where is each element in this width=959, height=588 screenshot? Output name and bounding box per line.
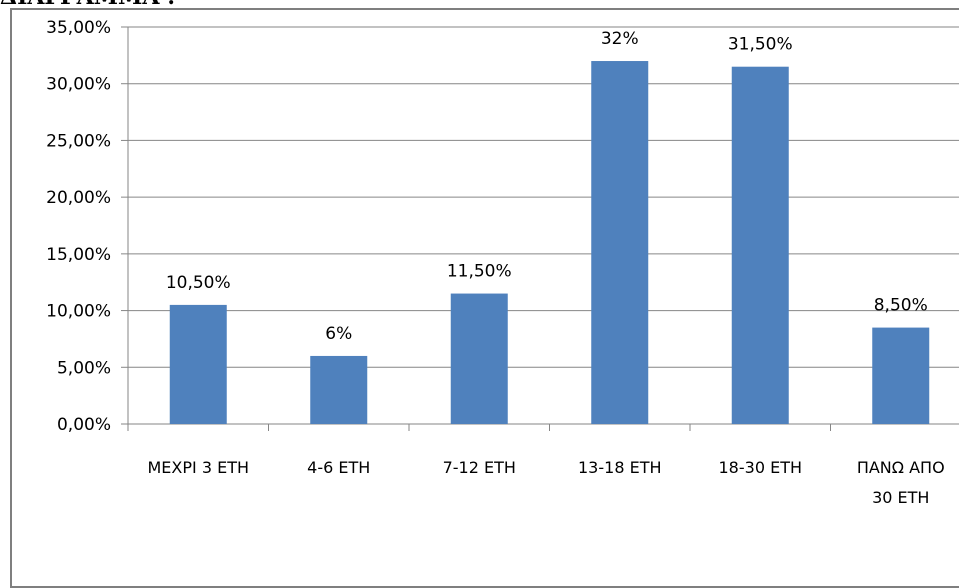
- data-label: 32%: [601, 29, 639, 49]
- gridlines: [128, 26, 959, 368]
- bar: [731, 66, 789, 424]
- data-label: 8,50%: [874, 296, 928, 316]
- x-tick-label: 7-12 ΕΤΗ: [443, 458, 516, 477]
- y-tick-label: 0,00%: [57, 415, 111, 435]
- data-label: 11,50%: [447, 262, 512, 282]
- data-label: 6%: [325, 324, 352, 344]
- y-tick-label: 10,00%: [46, 302, 111, 322]
- chart-title: ΔΙΑΓΡΑΜΜΑ :: [0, 0, 175, 8]
- y-tick-label: 30,00%: [46, 75, 111, 95]
- bar: [872, 327, 930, 424]
- y-tick-label: 15,00%: [46, 245, 111, 265]
- x-tick-label: 18-30 ΕΤΗ: [719, 458, 803, 477]
- axes: [121, 26, 959, 431]
- y-tick-label: 35,00%: [46, 18, 111, 38]
- x-tick-label: 13-18 ΕΤΗ: [578, 458, 662, 477]
- x-tick-label: 30 ΕΤΗ: [872, 488, 929, 507]
- y-tick-label: 20,00%: [46, 188, 111, 208]
- y-tick-label: 5,00%: [57, 358, 111, 378]
- bar: [450, 293, 508, 424]
- bars: [169, 61, 930, 425]
- x-tick-label: ΠΑΝΩ ΑΠΟ: [857, 458, 945, 477]
- bar: [591, 61, 649, 425]
- bar: [310, 355, 368, 424]
- data-label: 10,50%: [166, 273, 231, 293]
- data-label: 31,50%: [728, 35, 793, 55]
- bar: [169, 304, 227, 424]
- y-tick-label: 25,00%: [46, 131, 111, 151]
- x-tick-label: 4-6 ΕΤΗ: [307, 458, 370, 477]
- x-tick-label: ΜΕΧΡΙ 3 ΕΤΗ: [147, 458, 249, 477]
- labels: 0,00% 5,00% 10,00% 15,00% 20,00% 25,00% 30,00%…: [46, 18, 944, 507]
